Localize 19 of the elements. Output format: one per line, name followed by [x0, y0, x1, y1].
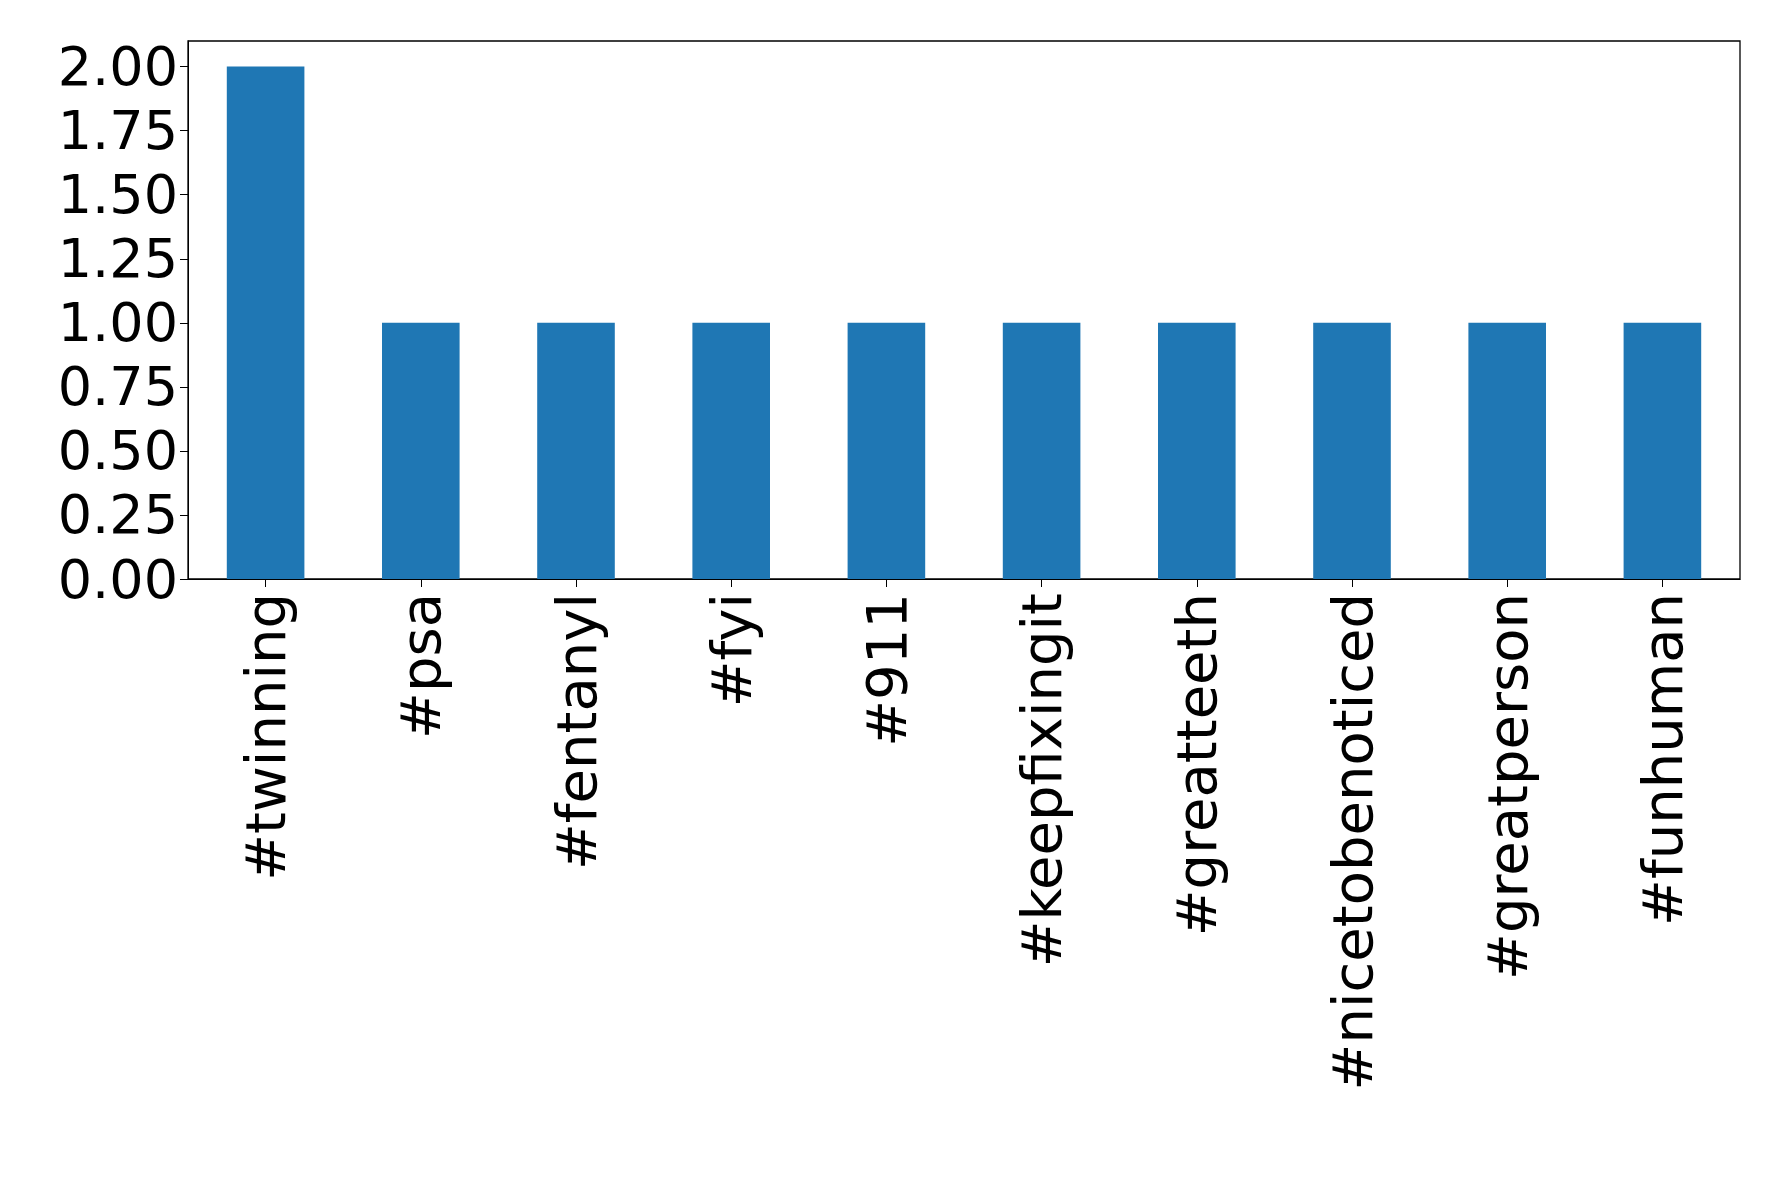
y-tick-label: 0.25	[57, 483, 178, 547]
x-tick-label: #twinning	[233, 593, 299, 881]
y-tick-label: 1.50	[57, 163, 178, 227]
x-tick-label: #fyi	[698, 593, 764, 708]
y-tick-label: 1.00	[57, 291, 178, 355]
x-tick-label: #greatperson	[1474, 593, 1540, 980]
x-tick-label: #psa	[388, 593, 454, 739]
y-tick-label: 1.75	[57, 99, 178, 163]
y-tick-label: 0.50	[57, 419, 178, 483]
x-tick-label: #greatteeth	[1164, 593, 1230, 937]
y-tick-label: 0.00	[57, 547, 178, 611]
x-tick-label: #keepfixingit	[1009, 593, 1075, 968]
y-tick-label: 1.25	[57, 227, 178, 291]
x-tick-label: #fentanyl	[543, 593, 609, 871]
x-tick-label: #nicetobenoticed	[1319, 593, 1385, 1091]
x-tick-label: #911	[853, 593, 919, 747]
y-tick-label: 2.00	[57, 35, 178, 99]
x-tick-label: #funhuman	[1629, 593, 1695, 926]
y-tick-label: 0.75	[57, 355, 178, 419]
